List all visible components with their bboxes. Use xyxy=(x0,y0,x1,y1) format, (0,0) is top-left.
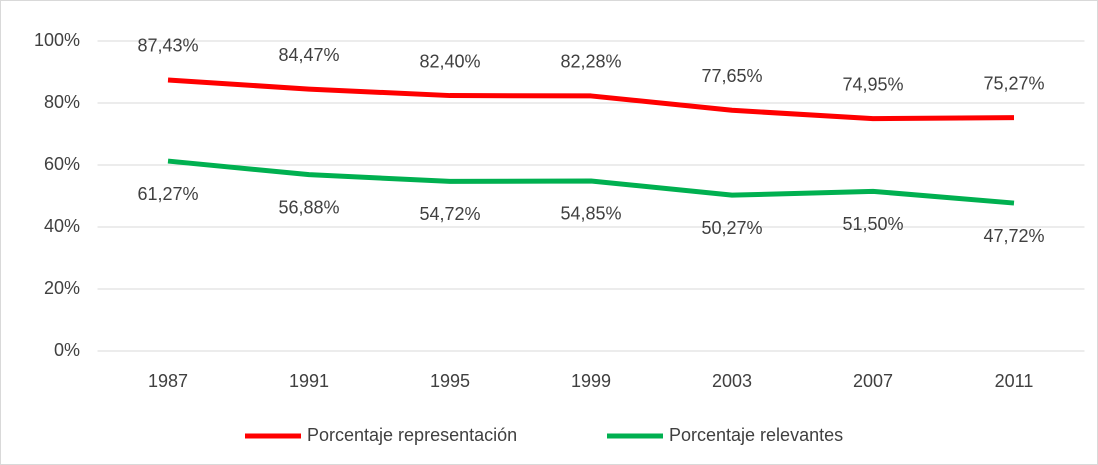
data-label: 54,85% xyxy=(560,204,621,224)
series-line xyxy=(167,158,1015,206)
data-label: 77,65% xyxy=(701,66,762,86)
y-tick-label: 60% xyxy=(44,154,80,174)
data-label: 74,95% xyxy=(842,74,903,94)
x-tick-label: 2007 xyxy=(853,371,893,391)
y-tick-label: 20% xyxy=(44,278,80,298)
x-tick-label: 1991 xyxy=(289,371,329,391)
data-label: 87,43% xyxy=(137,36,198,56)
y-tick-label: 0% xyxy=(54,340,80,360)
x-tick-label: 1995 xyxy=(430,371,470,391)
legend-label: Porcentaje relevantes xyxy=(669,425,843,445)
legend-label: Porcentaje representación xyxy=(307,425,517,445)
data-label: 51,50% xyxy=(842,214,903,234)
x-tick-label: 2003 xyxy=(712,371,752,391)
x-tick-label: 2011 xyxy=(995,371,1034,391)
data-label: 47,72% xyxy=(983,226,1044,246)
data-label: 82,28% xyxy=(560,52,621,72)
data-label: 82,40% xyxy=(419,51,480,71)
x-tick-label: 1999 xyxy=(571,371,611,391)
data-label: 61,27% xyxy=(137,184,198,204)
y-tick-label: 100% xyxy=(34,30,80,50)
data-label: 75,27% xyxy=(983,73,1044,93)
series-line xyxy=(167,77,1015,122)
data-label: 54,72% xyxy=(419,204,480,224)
data-label: 56,88% xyxy=(278,197,339,217)
x-tick-label: 1987 xyxy=(148,371,188,391)
y-tick-label: 80% xyxy=(44,92,80,112)
y-tick-label: 40% xyxy=(44,216,80,236)
data-label: 50,27% xyxy=(701,218,762,238)
data-label: 84,47% xyxy=(278,45,339,65)
